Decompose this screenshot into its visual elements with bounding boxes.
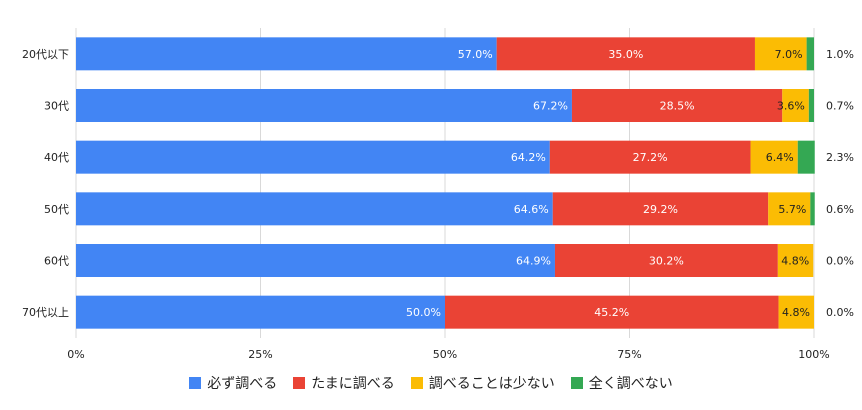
category-labels: 20代以下 30代 40代 50代 60代 70代以上: [22, 48, 69, 319]
bar-segment: [76, 89, 572, 122]
x-tick-label: 25%: [248, 348, 272, 361]
bar-segment: [782, 89, 809, 122]
bar-segment: [806, 37, 814, 71]
legend-item: 調べることは少ない: [410, 373, 555, 393]
data-label: 3.6%: [777, 100, 805, 113]
data-label: 30.2%: [649, 255, 684, 268]
data-label: 4.8%: [781, 255, 809, 268]
gridlines: [75, 28, 815, 338]
legend-swatch: [189, 377, 202, 389]
data-label: 0.0%: [826, 306, 854, 319]
data-label: 57.0%: [458, 48, 493, 61]
data-label: 27.2%: [633, 151, 668, 164]
legend-label: たまに調べる: [311, 376, 395, 392]
x-tick-label: 50%: [433, 348, 457, 361]
data-label: 64.9%: [516, 255, 551, 268]
x-tick-label: 0%: [67, 348, 84, 361]
legend-item: たまに調べる: [293, 373, 395, 393]
bar-segment: [768, 192, 811, 226]
data-label: 2.3%: [826, 151, 854, 164]
bar-segment: [552, 192, 769, 226]
bar-segment: [549, 140, 751, 174]
bar-segment: [76, 192, 553, 226]
bar-segment: [445, 295, 779, 329]
data-label: 0.7%: [826, 100, 854, 113]
bar-segment: [76, 140, 550, 174]
category-label: 50代: [44, 203, 69, 216]
bar-segment: [571, 89, 783, 122]
category-label: 40代: [44, 151, 69, 164]
data-label: 0.6%: [826, 203, 854, 216]
legend: 必ず調べる たまに調べる 調べることは少ない 全く調べない: [0, 368, 862, 398]
bar-segment: [496, 37, 755, 71]
category-label: 70代以上: [22, 306, 69, 319]
bar-segment: [797, 140, 815, 174]
x-tick-labels: 0% 25% 50% 75% 100%: [67, 348, 829, 361]
data-label: 35.0%: [608, 48, 643, 61]
data-label: 64.2%: [511, 151, 546, 164]
data-label: 67.2%: [533, 100, 568, 113]
legend-swatch: [570, 377, 583, 389]
legend-label: 調べることは少ない: [428, 376, 555, 392]
bar-segment: [778, 295, 814, 329]
category-label: 20代以下: [22, 48, 69, 61]
bar-segment: [76, 37, 497, 71]
data-label: 64.6%: [514, 203, 549, 216]
data-label: 1.0%: [826, 48, 854, 61]
legend-item: 全く調べない: [570, 373, 673, 393]
data-label: 29.2%: [643, 203, 678, 216]
x-tick-label: 100%: [798, 348, 829, 361]
x-tick-label: 75%: [617, 348, 641, 361]
data-label: 45.2%: [594, 306, 629, 319]
legend-item: 必ず調べる: [189, 373, 277, 393]
bar-segment: [777, 244, 814, 277]
data-label: 4.8%: [782, 306, 810, 319]
bar-segment: [810, 192, 815, 226]
category-label: 30代: [44, 100, 69, 113]
bar-segment: [808, 89, 814, 122]
bar-segment: [750, 140, 798, 174]
bar-segment: [554, 244, 778, 277]
data-label: 0.0%: [826, 255, 854, 268]
legend-label: 全く調べない: [588, 376, 673, 392]
legend-swatch: [410, 377, 423, 389]
legend-label: 必ず調べる: [207, 376, 278, 392]
data-label: 28.5%: [660, 100, 695, 113]
bar-segment: [76, 295, 445, 329]
category-label: 60代: [44, 255, 69, 268]
data-label: 7.0%: [775, 48, 803, 61]
legend-swatch: [293, 377, 306, 389]
bars: 57.0% 35.0% 7.0% 1.0% 67.2% 28.5% 3.6% 0.7% 64.2…: [76, 37, 854, 329]
data-label: 50.0%: [406, 306, 441, 319]
bar-segment: [754, 37, 807, 71]
data-label: 5.7%: [778, 203, 806, 216]
bar-segment: [76, 244, 555, 277]
data-label: 6.4%: [766, 151, 794, 164]
